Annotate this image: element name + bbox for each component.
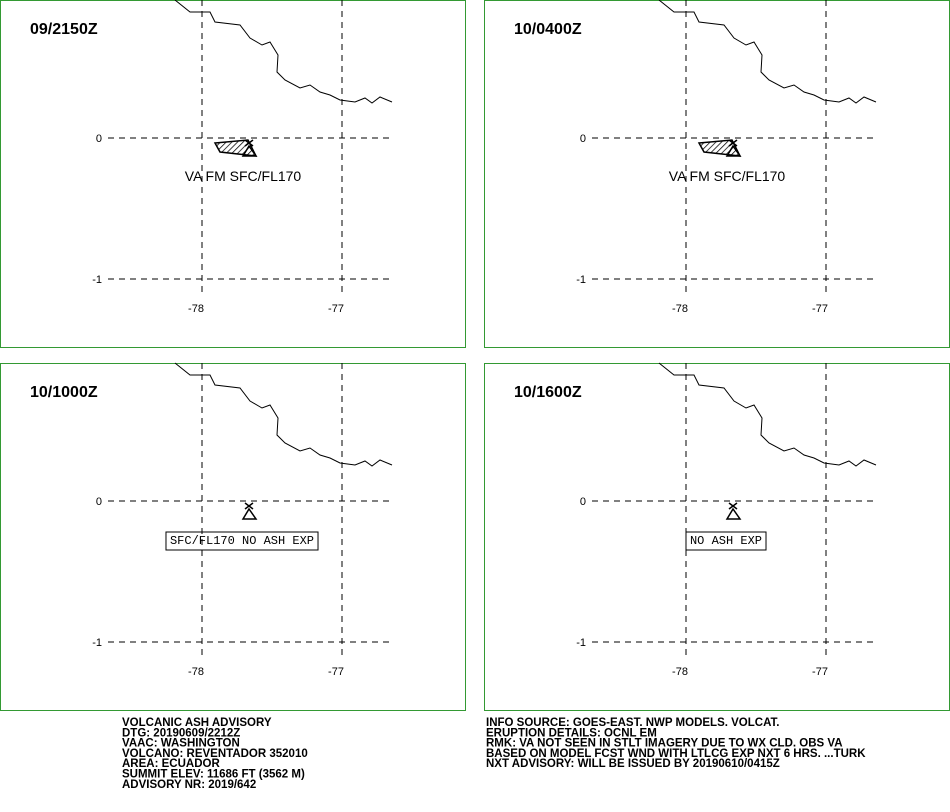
lat-label: -1 [576, 274, 586, 286]
volcano [241, 139, 258, 157]
advisory-line: BASED ON MODEL FCST WND WITH LTLCG EXP N… [486, 748, 866, 760]
advisory-line: INFO SOURCE: GOES-EAST. NWP MODELS. VOLC… [486, 717, 779, 729]
panel: -78 -77 0 -1 10/1600Z NO ASH EXP [484, 362, 950, 711]
annotation-box [165, 531, 319, 551]
annotation: NO ASH EXP [690, 534, 762, 548]
advisory-line: RMK: VA NOT SEEN IN STLT IMAGERY DUE TO … [486, 738, 843, 750]
advisory-line: SUMMIT ELEV: 11686 FT (3562 M) [122, 769, 305, 781]
lon-label: -78 [188, 303, 204, 315]
coastline [174, 362, 393, 467]
panel: -78 -77 0 -1 10/0400Z VA FM SFC/FL170 [484, 0, 950, 348]
annotation-box [685, 531, 767, 551]
panel-title: 10/1600Z [514, 384, 582, 401]
lon-label: -77 [812, 303, 828, 315]
panel-frame [0, 0, 466, 348]
lon-label: -78 [672, 666, 688, 678]
lon-label: -77 [328, 666, 344, 678]
lon-label: -78 [672, 303, 688, 315]
panel-title: 09/2150Z [30, 21, 98, 38]
advisory-line: ADVISORY NR: 2019/642 [122, 779, 256, 791]
advisory-line: VAAC: WASHINGTON [122, 738, 240, 750]
coastline [174, 0, 393, 104]
panel-title: 10/1000Z [30, 384, 98, 401]
annotation: SFC/FL170 NO ASH EXP [170, 534, 314, 548]
annotation: VA FM SFC/FL170 [669, 168, 786, 184]
annotation: VA FM SFC/FL170 [185, 168, 302, 184]
lat-label: -1 [92, 274, 102, 286]
volcano [725, 139, 742, 157]
advisory-line: NXT ADVISORY: WILL BE ISSUED BY 20190610… [486, 758, 780, 770]
lat-label: 0 [96, 133, 102, 145]
coastline [658, 362, 877, 467]
lat-label: 0 [580, 496, 586, 508]
advisory-line: AREA: ECUADOR [122, 758, 220, 770]
lat-label: -1 [576, 637, 586, 649]
coastline [658, 0, 877, 104]
lat-label: 0 [96, 496, 102, 508]
volcano [725, 502, 742, 520]
lat-label: 0 [580, 133, 586, 145]
lat-label: -1 [92, 637, 102, 649]
lon-label: -78 [188, 666, 204, 678]
volcano [241, 502, 258, 520]
lon-label: -77 [812, 666, 828, 678]
advisory-line: VOLCANO: REVENTADOR 352010 [122, 748, 308, 760]
panel-title: 10/0400Z [514, 21, 582, 38]
advisory-line: DTG: 20190609/2212Z [122, 727, 240, 739]
panel: -78 -77 0 -1 09/2150Z VA FM SFC/FL170 [0, 0, 466, 348]
panel: -78 -77 0 -1 10/1000Z SFC/FL170 NO ASH EXP [0, 362, 466, 711]
panel-frame [0, 363, 466, 711]
advisory-line: VOLCANIC ASH ADVISORY [122, 717, 272, 729]
advisory-line: ERUPTION DETAILS: OCNL EM [486, 727, 657, 739]
lon-label: -77 [328, 303, 344, 315]
